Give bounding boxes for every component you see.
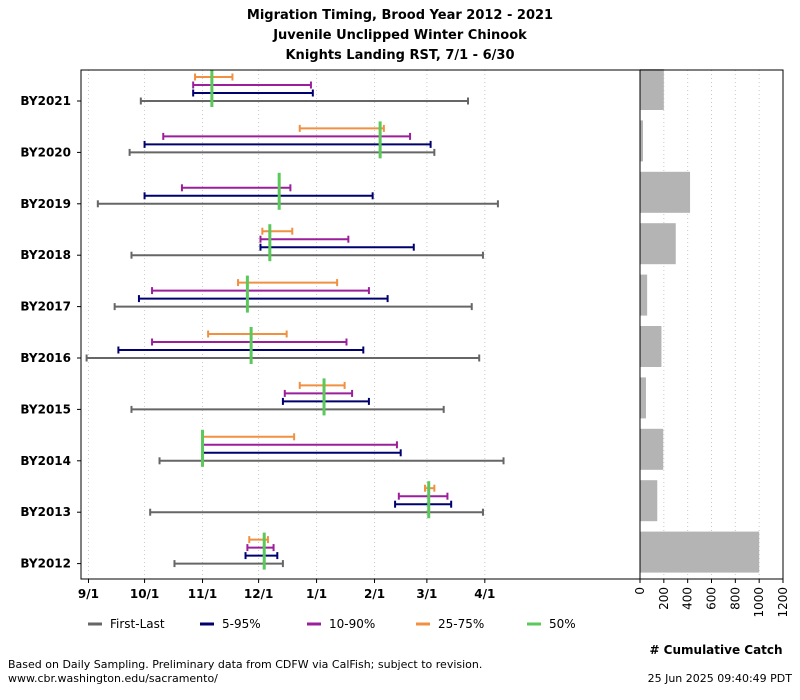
catch-bar [640,223,676,265]
timing-row [128,121,436,159]
x-tick-label: 4/1 [474,587,495,601]
legend-item: 10-90% [307,617,375,631]
timing-grid [87,70,486,579]
catch-x-tick-label: 800 [728,587,742,610]
legend-label: 5-95% [222,617,261,631]
catch-x-tick-label: 1200 [776,587,790,618]
catch-x-tick-label: 600 [705,587,719,610]
timing-row [96,172,499,210]
catch-bar [640,377,646,419]
catch-bar [640,171,691,213]
legend-item: 25-75% [416,617,484,631]
timing-row [173,532,284,570]
chart-location: Knights Landing RST, 7/1 - 6/30 [285,48,515,63]
timing-row [130,378,445,416]
x-axis-date: 9/1 10/1 11/1 12/1 1/1 2/1 3/1 4/1 [78,579,495,601]
timing-row [113,275,473,313]
x-tick-label: 3/1 [416,587,437,601]
y-tick-label: BY2018 [20,248,71,262]
legend-item: First-Last [88,617,165,631]
y-tick-label: BY2017 [20,300,71,314]
y-tick-label: BY2015 [20,402,71,416]
y-tick-label: BY2012 [20,557,71,571]
chart-title: Migration Timing, Brood Year 2012 - 2021 [246,8,554,23]
catch-bars [640,69,760,573]
chart-subtitle: Juvenile Unclipped Winter Chinook [273,28,527,43]
footer-url[interactable]: www.cbr.washington.edu/sacramento/ [8,672,218,685]
legend-item: 50% [527,617,576,631]
catch-bar [640,274,648,316]
legend: First-Last 5-95% 10-90% 25-75% 50% [88,617,576,631]
y-tick-label: BY2014 [20,454,71,468]
x-tick-label: 11/1 [188,587,217,601]
footer-note: Based on Daily Sampling. Preliminary dat… [8,658,483,671]
y-tick-label: BY2020 [20,145,71,159]
catch-bar [640,531,760,573]
timing-row [85,327,481,364]
catch-x-tick-label: 200 [657,587,671,610]
catch-bar [640,428,664,470]
timing-ranges [85,70,505,570]
catch-grid [639,70,784,579]
legend-label: 25-75% [438,617,484,631]
catch-bar [640,120,643,162]
y-tick-label: BY2021 [20,94,71,108]
catch-x-tick-label: 0 [633,587,647,595]
timing-frame [80,69,641,580]
catch-bar [640,326,662,367]
legend-label: 10-90% [329,617,375,631]
timing-row [158,429,505,467]
catch-x-tick-label: 1000 [752,587,766,618]
legend-label: 50% [549,617,576,631]
x-tick-label: 2/1 [364,587,385,601]
legend-label: First-Last [110,617,165,631]
x-tick-label: 1/1 [306,587,327,601]
timing-row [149,481,484,519]
footer-timestamp: 25 Jun 2025 09:40:49 PDT [647,672,792,685]
catch-bar [640,480,658,522]
y-tick-label: BY2016 [20,351,71,365]
catch-x-tick-label: 400 [681,587,695,610]
y-tick-label: BY2013 [20,505,71,519]
timing-row [130,224,484,262]
catch-bar [640,69,664,110]
x-tick-label: 9/1 [78,587,99,601]
catch-axis-label: # Cumulative Catch [649,643,782,657]
y-axis: BY2021 BY2020 BY2019 BY2018 BY2017 BY2016 BY20… [20,94,81,571]
x-tick-label: 10/1 [130,587,159,601]
y-tick-label: BY2019 [20,197,71,211]
legend-item: 5-95% [200,617,261,631]
x-tick-label: 12/1 [244,587,273,601]
x-axis-catch: 0 200 400 600 800 1000 1200 [633,579,790,618]
timing-row [139,70,469,107]
